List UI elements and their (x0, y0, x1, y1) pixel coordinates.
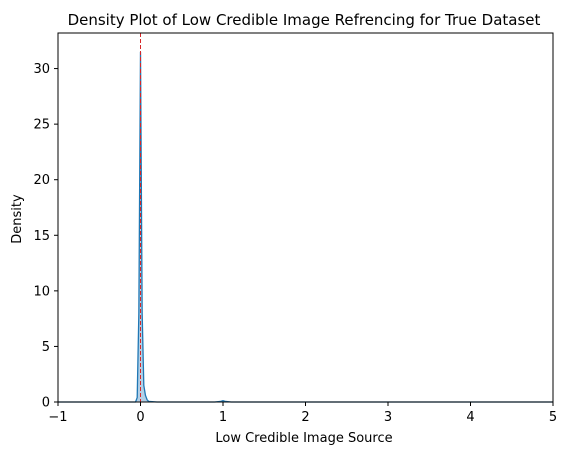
x-tick-label: 2 (301, 410, 309, 425)
x-tick-label: 4 (466, 410, 474, 425)
y-tick-label: 30 (33, 62, 50, 77)
x-tick-label: 5 (549, 410, 557, 425)
x-tick-label: 3 (384, 410, 392, 425)
x-tick-label: −1 (48, 410, 67, 425)
y-tick-label: 0 (42, 396, 50, 411)
plot-area (58, 33, 553, 403)
density-area-0 (58, 51, 553, 402)
chart-title: Density Plot of Low Credible Image Refre… (68, 11, 541, 29)
density-line-0 (58, 51, 553, 403)
x-tick-label: 1 (219, 410, 227, 425)
y-axis-label: Density (10, 194, 25, 244)
x-axis: −1 0 1 2 3 4 5 (48, 402, 557, 425)
x-tick-label: 0 (136, 410, 144, 425)
y-tick-label: 20 (33, 173, 50, 188)
y-tick-label: 5 (42, 340, 50, 355)
x-axis-label: Low Credible Image Source (215, 431, 392, 446)
y-tick-label: 10 (33, 284, 50, 299)
y-tick-label: 25 (33, 118, 50, 133)
y-axis: 0 5 10 15 20 25 30 (33, 62, 58, 411)
plot-frame (57, 32, 554, 403)
y-tick-label: 15 (33, 229, 50, 244)
